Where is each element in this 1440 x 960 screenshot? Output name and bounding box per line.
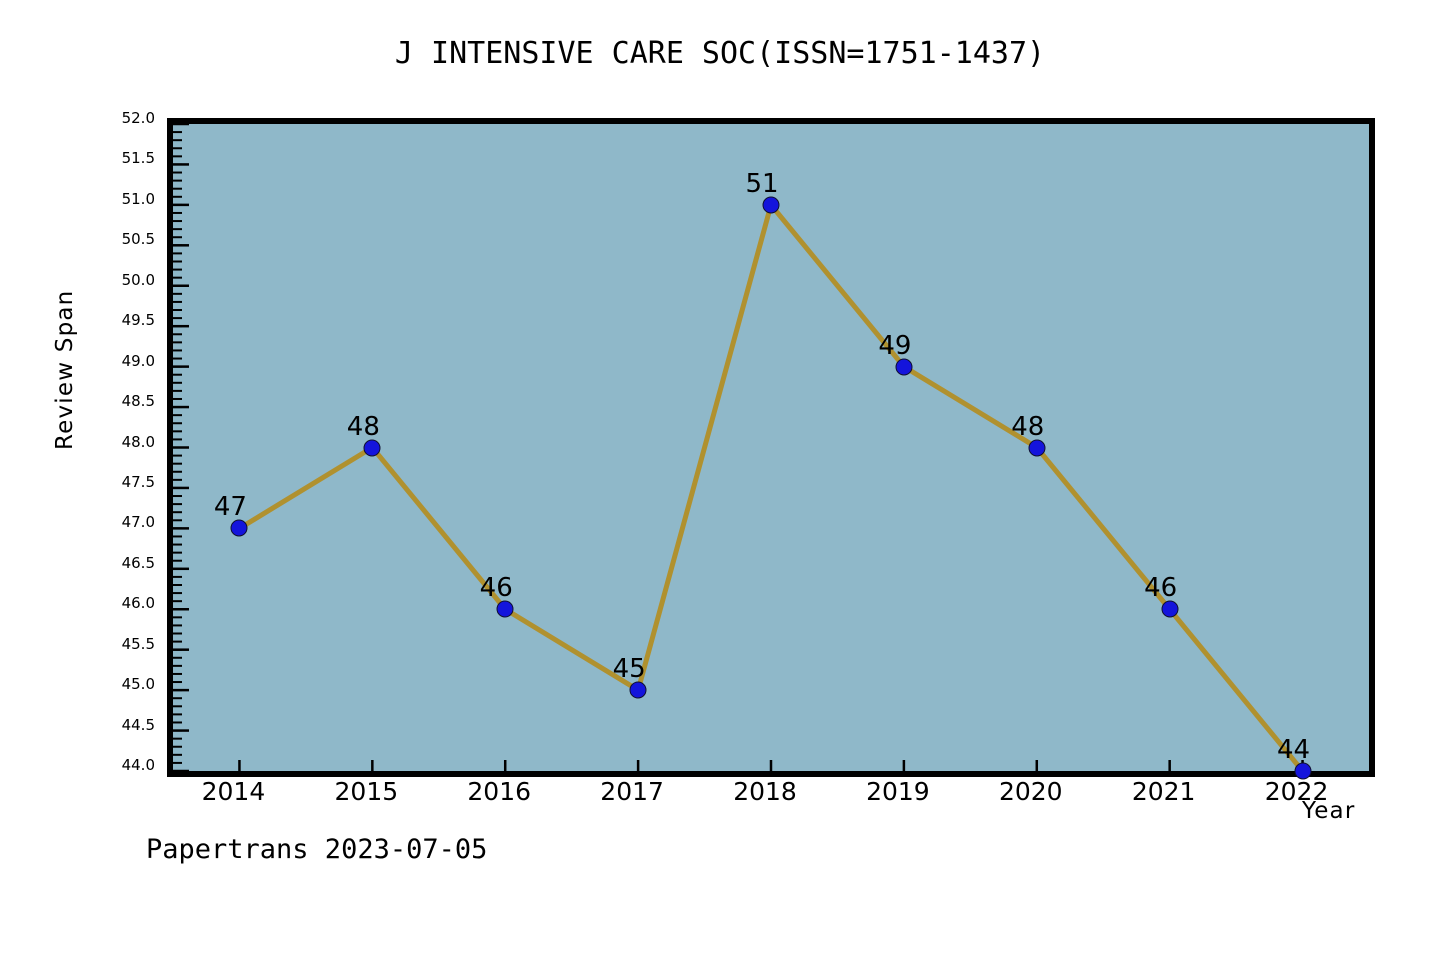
chart-title: J INTENSIVE CARE SOC(ISSN=1751-1437) <box>394 36 1046 71</box>
y-tick-label: 44.0 <box>121 756 155 774</box>
data-point-marker <box>1161 600 1179 618</box>
data-point-marker <box>230 519 248 537</box>
y-tick-label: 49.5 <box>121 311 155 330</box>
data-point-marker <box>496 600 514 618</box>
data-point-marker <box>762 196 780 214</box>
y-tick-label: 49.0 <box>121 351 155 370</box>
y-tick-label: 45.5 <box>121 634 155 653</box>
data-series-line <box>236 202 1306 774</box>
x-tick-label: 2018 <box>733 777 797 806</box>
y-tick-label: 44.5 <box>121 715 155 734</box>
x-tick-label: 2019 <box>866 777 930 806</box>
y-tick-label: 47.5 <box>121 472 155 491</box>
y-tick-label: 50.0 <box>121 270 155 289</box>
x-tick-label: 2021 <box>1131 777 1196 806</box>
y-tick-label: 47.0 <box>121 513 155 532</box>
y-tick-label: 48.5 <box>121 392 155 411</box>
data-point-marker <box>895 358 913 376</box>
y-tick-label: 45.0 <box>121 675 155 694</box>
x-tick-label: 2016 <box>467 777 532 806</box>
y-tick-label: 46.5 <box>121 553 155 572</box>
x-tick-label: 2017 <box>600 777 664 806</box>
axis-ticks <box>173 122 1304 773</box>
y-tick-label: 46.0 <box>121 594 155 613</box>
data-point-marker <box>1294 762 1312 780</box>
x-tick-label: 2015 <box>334 777 399 806</box>
x-axis-label: Year <box>1302 798 1356 824</box>
data-point-marker <box>629 681 647 699</box>
data-point-marker <box>1028 439 1046 456</box>
y-tick-label: 51.0 <box>121 189 155 208</box>
footer-note: Papertrans 2023-07-05 <box>146 834 488 865</box>
x-tick-label: 2020 <box>998 777 1063 806</box>
plot-area: 47 48 46 45 51 49 48 46 44 <box>167 118 1375 780</box>
y-tick-label: 48.0 <box>121 432 155 451</box>
x-tick-label: 2022 <box>1264 777 1329 806</box>
x-tick-label: 2014 <box>201 777 266 806</box>
plot-canvas <box>173 122 1306 774</box>
y-tick-label: 51.5 <box>121 149 155 168</box>
y-tick-label: 50.5 <box>121 230 155 249</box>
y-tick-label: 52.0 <box>121 109 155 127</box>
data-point-marker <box>363 439 381 456</box>
